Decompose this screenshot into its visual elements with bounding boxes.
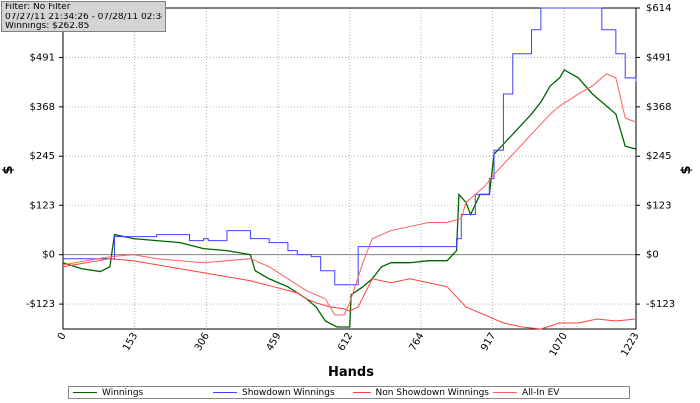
series-line-winnings [62, 68, 637, 328]
legend-item-allin: All-In EV [489, 387, 629, 398]
legend-label-nonshowdown: Non Showdown Winnings [375, 387, 489, 398]
x-tick-label-8: 1223 [619, 331, 641, 359]
plot-frame [62, 7, 637, 330]
legend-item-winnings: Winnings [69, 387, 209, 398]
grid [62, 7, 637, 329]
y-tick-label-right-4: $368 [646, 102, 671, 113]
x-tick-label-7: 1070 [548, 331, 570, 359]
y-tick-label-right-0: -$123 [646, 299, 675, 310]
legend-label-showdown: Showdown Winnings [242, 387, 335, 398]
axes [59, 7, 640, 330]
x-tick-label-6: 917 [479, 331, 498, 353]
legend-swatch-winnings [73, 392, 97, 393]
y-tick-label-left-1: $0 [42, 250, 55, 261]
legend-label-allin: All-In EV [522, 387, 560, 398]
x-tick-label-2: 306 [193, 331, 212, 353]
filter-info-box: Filter: No Filter 07/27/11 21:34:26 - 07… [1, 1, 166, 32]
legend-swatch-nonshowdown [353, 392, 371, 393]
date-range-label: 07/27/11 21:34:26 - 07/28/11 02:34:26 [5, 12, 162, 22]
legend-label-winnings: Winnings [102, 387, 144, 398]
legend: Winnings Showdown Winnings Non Showdown … [68, 386, 630, 399]
x-axis-title: Hands [328, 365, 374, 380]
series-line-nonshowdown [62, 258, 637, 330]
series-line-showdown [63, 7, 637, 286]
y-tick-label-left-4: $368 [30, 102, 55, 113]
filter-label: Filter: No Filter [5, 3, 71, 12]
x-tick-label-0: 0 [56, 331, 69, 342]
y-tick-label-left-5: $491 [30, 52, 55, 63]
series-line-allin [62, 73, 637, 316]
legend-swatch-showdown [213, 392, 237, 393]
y-tick-label-right-2: $123 [646, 200, 671, 211]
legend-swatch-allin [493, 392, 517, 393]
y-tick-label-right-6: $614 [646, 3, 671, 14]
y-tick-label-left-2: $123 [30, 200, 55, 211]
series-lines [62, 7, 637, 330]
y-tick-label-right-1: $0 [646, 250, 659, 261]
x-tick-label-5: 764 [407, 331, 426, 353]
legend-item-nonshowdown: Non Showdown Winnings [349, 387, 489, 398]
y-tick-label-left-3: $245 [30, 151, 55, 162]
y-axis-title-right: $ [679, 165, 694, 174]
y-tick-label-right-3: $245 [646, 151, 671, 162]
legend-item-showdown: Showdown Winnings [209, 387, 349, 398]
winnings-summary-label: Winnings: $262.85 [5, 22, 90, 31]
x-tick-label-1: 153 [121, 331, 140, 353]
x-tick-label-4: 612 [336, 331, 355, 353]
y-tick-label-left-0: -$123 [26, 299, 55, 310]
y-axis-title-left: $ [1, 165, 16, 174]
x-tick-label-3: 459 [265, 331, 284, 353]
y-tick-label-right-5: $491 [646, 52, 671, 63]
